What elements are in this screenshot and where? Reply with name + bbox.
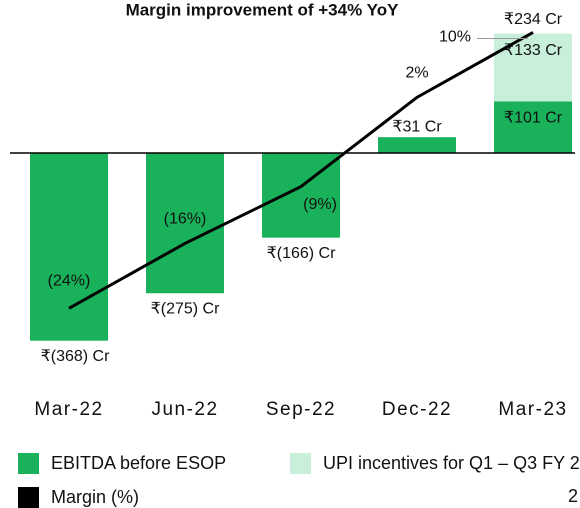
data-label: ₹(275) Cr — [151, 300, 221, 317]
page-number: 2 — [568, 486, 578, 506]
legend-swatch — [18, 453, 39, 474]
bar — [146, 153, 224, 294]
data-label: ₹31 Cr — [392, 118, 442, 135]
bar — [378, 137, 456, 153]
data-label: ₹133 Cr — [504, 42, 563, 59]
bar — [494, 33, 572, 102]
x-tick-label: Dec-22 — [382, 399, 452, 420]
x-tick-label: Mar-23 — [498, 399, 567, 420]
total-label: ₹234 Cr — [504, 11, 563, 28]
data-label: ₹(166) Cr — [267, 245, 337, 262]
data-label: ₹101 Cr — [504, 110, 563, 127]
bar — [494, 101, 572, 153]
legend-label: UPI incentives for Q1 – Q3 FY 2023 — [323, 453, 580, 473]
chart-title: Margin improvement of +34% YoY — [126, 0, 400, 19]
legend-swatch — [290, 453, 311, 474]
margin-label: (9%) — [303, 196, 337, 213]
data-label: ₹(368) Cr — [41, 348, 111, 365]
legend-label: Margin (%) — [51, 487, 139, 507]
x-tick-label: Jun-22 — [151, 399, 218, 420]
margin-line — [68, 31, 534, 310]
margin-label: (16%) — [164, 211, 207, 228]
x-tick-label: Mar-22 — [34, 399, 103, 420]
x-tick-label: Sep-22 — [266, 399, 336, 420]
legend-swatch — [18, 487, 39, 508]
margin-label: (24%) — [48, 273, 91, 290]
legend-label: EBITDA before ESOP — [51, 453, 226, 473]
margin-label: 2% — [405, 65, 428, 82]
bar — [30, 153, 108, 341]
margin-label: 10% — [439, 29, 471, 46]
